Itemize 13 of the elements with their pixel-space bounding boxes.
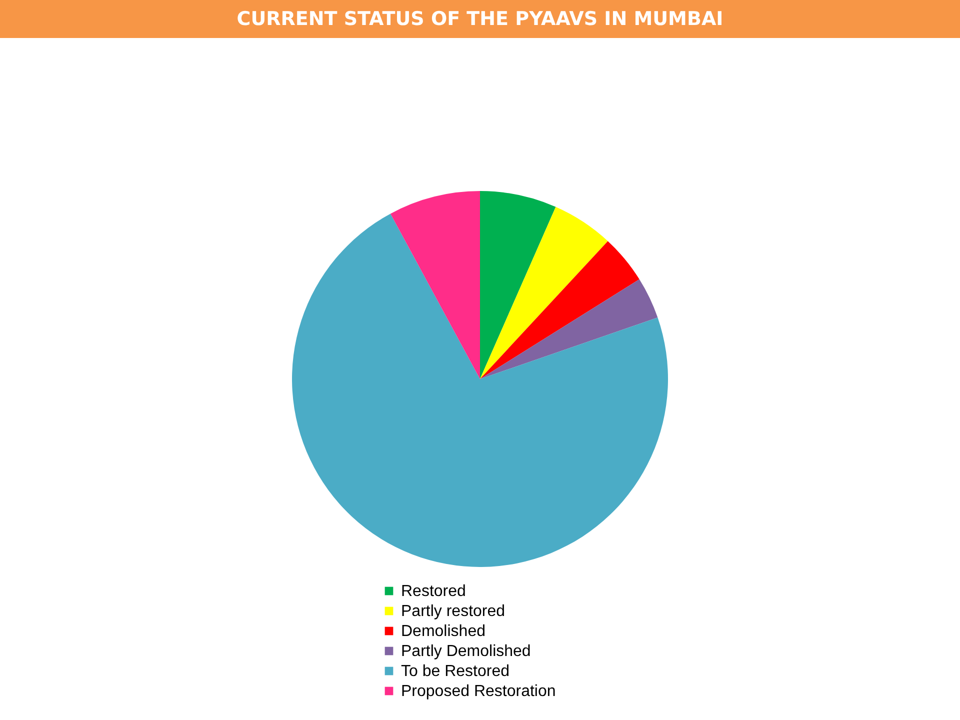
pie-slice [480,191,556,379]
legend-label: Partly Demolished [401,643,531,660]
pie-slice [292,214,668,567]
pie-slice [480,279,658,379]
legend-label: To be Restored [401,663,510,680]
legend-label: Demolished [401,623,486,640]
pie-slice [480,206,608,379]
chart-title: CURRENT STATUS OF THE PYAAVS IN MUMBAI [0,0,960,38]
legend-label: Partly restored [401,603,506,620]
legend-label: Restored [401,583,466,600]
pie-slice [480,241,640,379]
legend-label: Proposed Restoration [401,683,556,700]
pie-slice [390,191,480,379]
